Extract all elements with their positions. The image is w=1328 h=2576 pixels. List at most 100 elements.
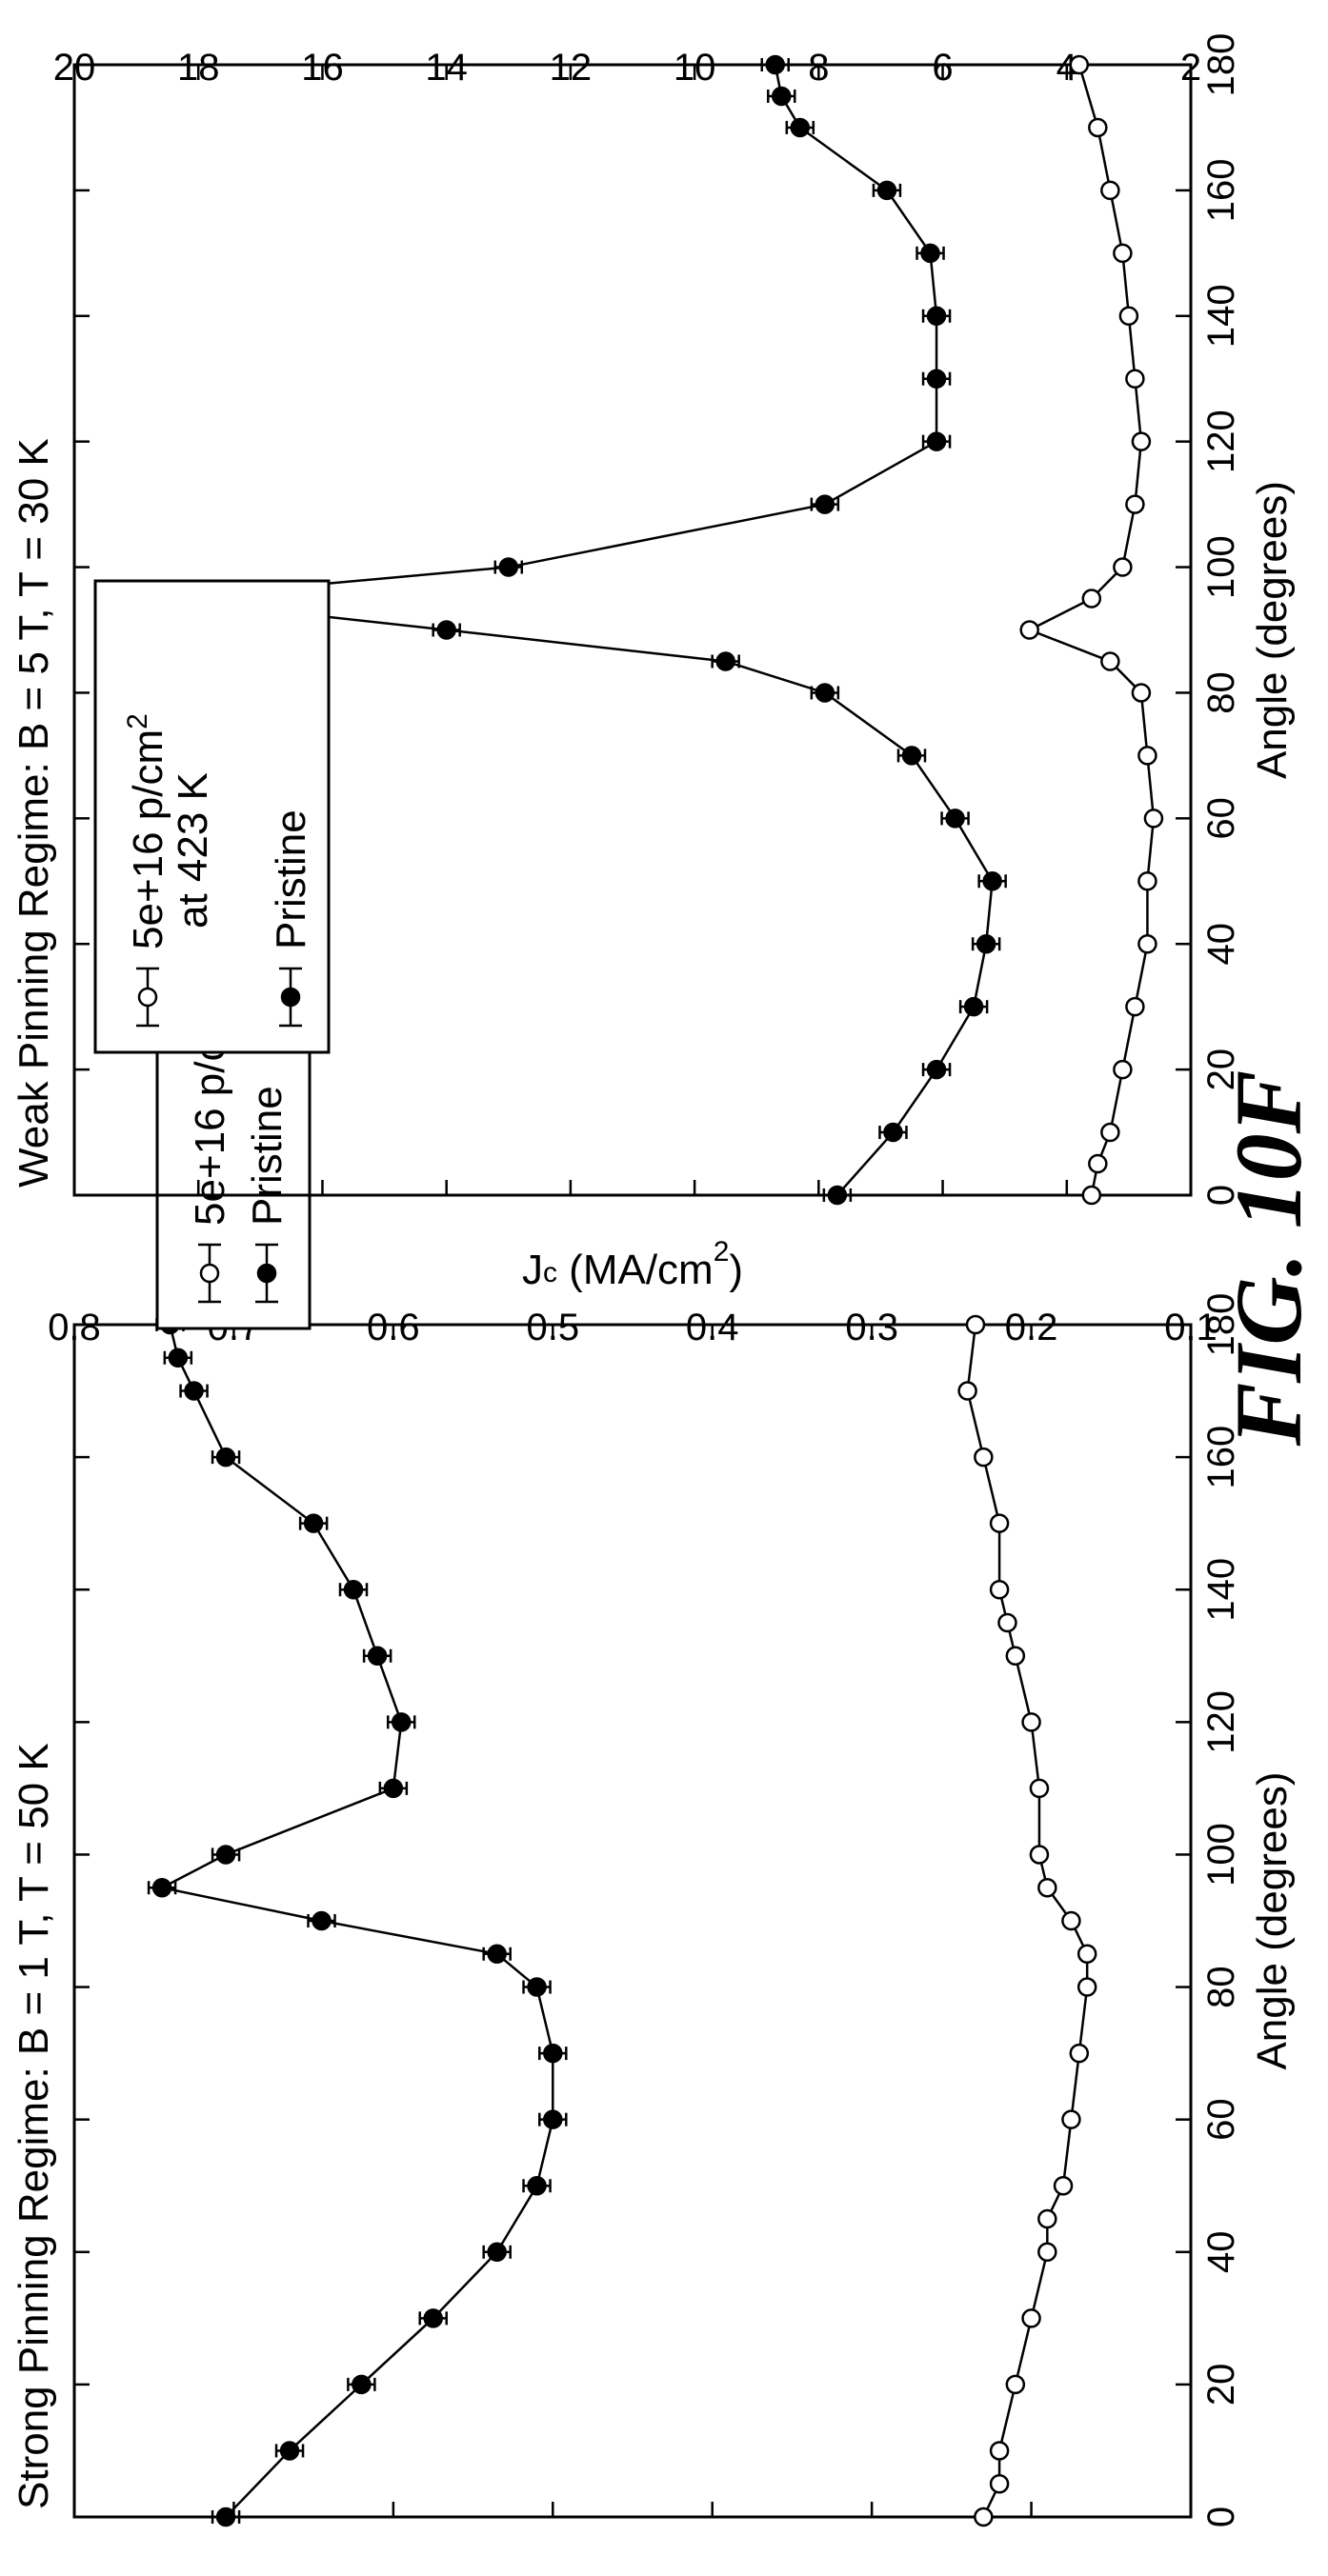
data-point [974, 1447, 994, 1468]
data-point [920, 243, 940, 264]
data-point [151, 1877, 172, 1898]
data-point [1053, 2175, 1074, 2196]
data-point [976, 933, 996, 954]
y-tick-label: 0.8 [48, 1307, 101, 1348]
x-tick-label: 40 [1200, 2231, 1242, 2274]
data-point [543, 2043, 563, 2064]
legend-label-irradiated-line2: at 423 K [170, 772, 216, 929]
x-tick-label: 120 [1200, 409, 1242, 473]
data-point [926, 369, 947, 389]
data-point [1137, 871, 1157, 891]
x-axis-title: Angle (degrees) [1249, 1771, 1296, 2069]
data-point [487, 2242, 507, 2263]
data-point [303, 1513, 324, 1533]
data-point [1081, 1185, 1102, 1206]
data-point [527, 2175, 547, 2196]
data-point [279, 2441, 300, 2461]
y-tick-label: 12 [550, 47, 593, 89]
y-axis-title-sup: 2 [714, 1236, 730, 1268]
data-point [926, 1059, 947, 1080]
x-tick-label: 160 [1200, 1426, 1242, 1489]
x-tick-label: 140 [1200, 284, 1242, 348]
data-point [926, 306, 947, 327]
y-tick-label: 4 [1056, 47, 1077, 89]
x-tick-label: 20 [1200, 2364, 1242, 2406]
data-point [312, 1910, 332, 1931]
data-point [215, 1447, 236, 1468]
data-point [1021, 1712, 1041, 1732]
data-point [215, 2506, 236, 2527]
data-point [383, 1778, 404, 1799]
x-tick-label: 0 [1200, 2506, 1242, 2527]
y-tick-label: 0.2 [1005, 1307, 1058, 1348]
data-point [1069, 54, 1090, 75]
x-tick-label: 80 [1200, 671, 1242, 714]
data-point [1137, 933, 1157, 954]
series-line [158, 1324, 554, 2518]
data-point [1100, 180, 1120, 201]
data-point [1029, 1845, 1050, 1865]
y-tick-label: 16 [301, 47, 344, 89]
x-tick-label: 100 [1200, 1823, 1242, 1887]
y-axis: 2 4 6 8 10 12 14 16 18 20 [53, 47, 1201, 1195]
legend-marker-filled [280, 987, 301, 1008]
data-point [1125, 494, 1145, 514]
y-tick-label: 20 [53, 47, 96, 89]
y-tick-label: 10 [674, 47, 716, 89]
data-point [901, 746, 922, 766]
data-point [1125, 996, 1145, 1017]
chart-title: Strong Pinning Regime: B = 1 T, T = 50 K [10, 1743, 57, 2509]
x-tick-label: 140 [1200, 1558, 1242, 1622]
data-point [391, 1712, 412, 1732]
data-point [1076, 1977, 1097, 1997]
data-point [1061, 1910, 1081, 1931]
data-point [965, 1314, 986, 1335]
data-point [1100, 1122, 1120, 1143]
data-point [1061, 2109, 1081, 2129]
data-point [184, 1381, 204, 1401]
y-tick-label: 0.3 [845, 1307, 898, 1348]
data-point [527, 1977, 547, 1997]
series-line [966, 1324, 1089, 2518]
data-point [1076, 1944, 1097, 1965]
y-tick-label: 0.5 [526, 1307, 579, 1348]
legend-marker-open [137, 987, 158, 1008]
data-point [1037, 2208, 1057, 2229]
legend-label-part: 5e+16 p/cm [125, 729, 171, 949]
data-point [815, 683, 835, 703]
data-point [498, 557, 519, 577]
figure-label: FIG. 10F [1216, 1070, 1321, 1448]
data-point [997, 1612, 1017, 1633]
x-axis: 0 20 40 60 80 100 120 140 160 180 [74, 1293, 1242, 2527]
data-point [1021, 2308, 1041, 2328]
y-tick-label: 6 [932, 47, 953, 89]
x-axis-title: Angle (degrees) [1249, 481, 1296, 779]
plot-frame [72, 63, 1193, 1197]
data-point [1019, 620, 1039, 640]
x-tick-label: 0 [1200, 1185, 1242, 1206]
y-axis-title-unit: (MA/cm [557, 1247, 714, 1293]
data-point [772, 86, 792, 107]
data-point [1081, 589, 1102, 609]
data-point [352, 2374, 372, 2395]
y-axis-title: Jc (MA/cm2) [522, 1236, 743, 1293]
data-point [1137, 746, 1157, 766]
x-tick-label: 180 [1200, 1293, 1242, 1357]
y-axis-title-sub: c [543, 1257, 557, 1288]
chart-title: Weak Pinning Regime: B = 5 T, T = 30 K [10, 438, 57, 1188]
data-point [945, 809, 965, 829]
data-point [883, 1122, 903, 1143]
x-tick-label: 40 [1200, 923, 1242, 966]
data-point [1037, 1877, 1057, 1898]
data-point [1143, 809, 1164, 829]
data-point [487, 1944, 507, 1965]
legend-marker-open [199, 1263, 220, 1284]
y-tick-label: 18 [177, 47, 220, 89]
data-point [974, 2506, 994, 2527]
y-tick-label: 0.1 [1164, 1307, 1217, 1348]
data-point [989, 1579, 1010, 1600]
y-tick-label: 8 [808, 47, 829, 89]
data-point [168, 1348, 189, 1368]
data-point [1113, 1059, 1133, 1080]
